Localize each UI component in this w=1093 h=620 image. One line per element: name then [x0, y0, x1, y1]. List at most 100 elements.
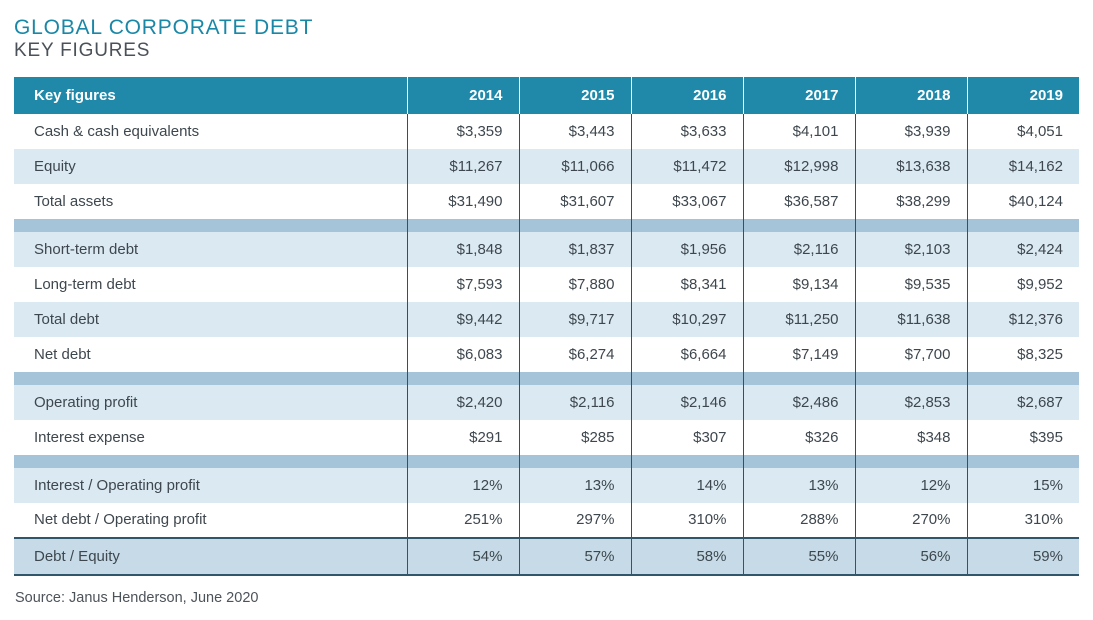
cell-value: $1,837: [518, 231, 631, 267]
cell-value: $2,853: [854, 384, 967, 420]
cell-value: $9,952: [966, 266, 1079, 302]
separator-cell: [518, 454, 631, 468]
cell-value: $6,664: [630, 336, 743, 372]
cell-value: $3,359: [406, 113, 519, 149]
cell-value: $2,420: [406, 384, 519, 420]
separator-cell: [966, 454, 1079, 468]
cell-value: $2,103: [854, 231, 967, 267]
table-row: Net debt / Operating profit 251% 297% 310% 2…: [14, 502, 1079, 538]
row-label: Interest / Operating profit: [14, 467, 407, 503]
cell-value: 57%: [518, 536, 631, 576]
year-column-header: 2017: [742, 76, 855, 114]
cell-value: 58%: [630, 536, 743, 576]
separator-cell: [854, 218, 967, 232]
page: GLOBAL CORPORATE DEBT KEY FIGURES Key fi…: [14, 16, 1079, 606]
row-label: Net debt: [14, 336, 407, 372]
cell-value: $7,149: [742, 336, 855, 372]
cell-value: $285: [518, 419, 631, 455]
table-row: Net debt $6,083 $6,274 $6,664 $7,149 $7,700 $8…: [14, 336, 1079, 372]
page-subtitle: KEY FIGURES: [14, 40, 151, 62]
cell-value: $395: [966, 419, 1079, 455]
table-row: Interest / Operating profit 12% 13% 14% 13% 1…: [14, 467, 1079, 503]
cell-value: $33,067: [630, 183, 743, 219]
separator-cell: [406, 371, 519, 385]
cell-value: $3,443: [518, 113, 631, 149]
cell-value: $11,066: [518, 148, 631, 184]
row-label: Cash & cash equivalents: [14, 113, 407, 149]
row-label: Equity: [14, 148, 407, 184]
table-row: Operating profit $2,420 $2,116 $2,146 $2,486…: [14, 384, 1079, 420]
row-label: Total debt: [14, 301, 407, 337]
separator-cell: [742, 218, 855, 232]
year-column-header: 2019: [966, 76, 1079, 114]
cell-value: $2,116: [742, 231, 855, 267]
cell-value: 55%: [742, 536, 855, 576]
key-figures-table: Key figures 2014 2015 2016 2017 2018 2019 Cas…: [14, 76, 1079, 576]
cell-value: $307: [630, 419, 743, 455]
cell-value: 310%: [966, 502, 1079, 538]
cell-value: 56%: [854, 536, 967, 576]
cell-value: $13,638: [854, 148, 967, 184]
cell-value: 297%: [518, 502, 631, 538]
cell-value: $38,299: [854, 183, 967, 219]
cell-value: $7,880: [518, 266, 631, 302]
table-row: Short-term debt $1,848 $1,837 $1,956 $2,116 $…: [14, 231, 1079, 267]
cell-value: $1,956: [630, 231, 743, 267]
separator-cell: [966, 218, 1079, 232]
cell-value: 59%: [966, 536, 1079, 576]
separator-cell: [854, 454, 967, 468]
separator-cell: [14, 218, 407, 232]
header-label: Key figures: [14, 76, 407, 114]
row-label: Total assets: [14, 183, 407, 219]
year-column-header: 2016: [630, 76, 743, 114]
year-column-header: 2014: [406, 76, 519, 114]
cell-value: $8,341: [630, 266, 743, 302]
cell-value: 13%: [518, 467, 631, 503]
separator-row: [14, 454, 1079, 468]
table-row: Total assets $31,490 $31,607 $33,067 $36,587…: [14, 183, 1079, 219]
cell-value: $11,250: [742, 301, 855, 337]
cell-value: $1,848: [406, 231, 519, 267]
cell-value: 13%: [742, 467, 855, 503]
row-label: Debt / Equity: [14, 536, 407, 576]
separator-cell: [630, 454, 743, 468]
cell-value: 15%: [966, 467, 1079, 503]
separator-cell: [630, 218, 743, 232]
cell-value: $2,424: [966, 231, 1079, 267]
cell-value: $291: [406, 419, 519, 455]
row-label: Net debt / Operating profit: [14, 502, 407, 538]
cell-value: $10,297: [630, 301, 743, 337]
cell-value: $11,472: [630, 148, 743, 184]
cell-value: 14%: [630, 467, 743, 503]
summary-row: Debt / Equity 54% 57% 58% 55% 56% 59%: [14, 536, 1079, 576]
cell-value: $14,162: [966, 148, 1079, 184]
cell-value: $9,442: [406, 301, 519, 337]
row-label: Short-term debt: [14, 231, 407, 267]
separator-row: [14, 371, 1079, 385]
table-body: Cash & cash equivalents $3,359 $3,443 $3,63…: [14, 113, 1079, 576]
cell-value: $6,083: [406, 336, 519, 372]
separator-cell: [966, 371, 1079, 385]
cell-value: $8,325: [966, 336, 1079, 372]
row-label: Operating profit: [14, 384, 407, 420]
cell-value: $31,490: [406, 183, 519, 219]
cell-value: $11,638: [854, 301, 967, 337]
cell-value: $12,376: [966, 301, 1079, 337]
cell-value: $4,101: [742, 113, 855, 149]
cell-value: $36,587: [742, 183, 855, 219]
separator-cell: [854, 371, 967, 385]
cell-value: $348: [854, 419, 967, 455]
cell-value: $7,593: [406, 266, 519, 302]
separator-cell: [406, 218, 519, 232]
separator-cell: [742, 371, 855, 385]
cell-value: 310%: [630, 502, 743, 538]
cell-value: $12,998: [742, 148, 855, 184]
cell-value: 12%: [406, 467, 519, 503]
cell-value: $326: [742, 419, 855, 455]
table-row: Long-term debt $7,593 $7,880 $8,341 $9,134 $9…: [14, 266, 1079, 302]
separator-cell: [518, 371, 631, 385]
cell-value: $2,116: [518, 384, 631, 420]
cell-value: $7,700: [854, 336, 967, 372]
year-column-header: 2015: [518, 76, 631, 114]
cell-value: 251%: [406, 502, 519, 538]
